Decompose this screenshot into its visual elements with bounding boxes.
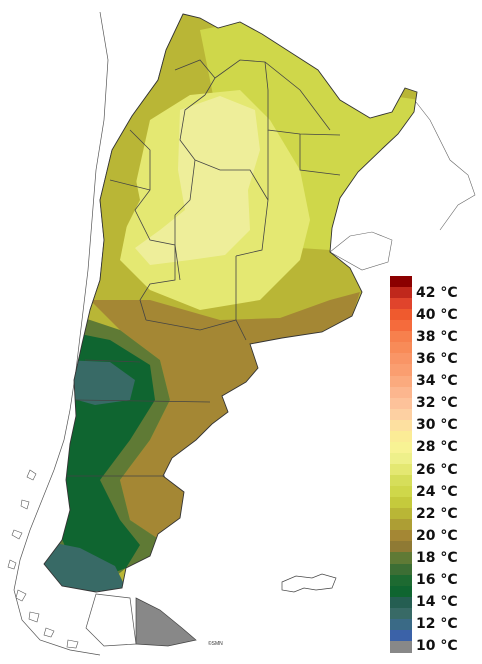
legend-swatch <box>390 519 412 531</box>
zone-patagonia-cold-pockets <box>60 360 135 405</box>
brazil-border <box>404 87 476 231</box>
chile-islands <box>7 469 79 649</box>
legend-label: 16 °C <box>416 572 458 589</box>
credit-label: ©SMN <box>208 640 223 647</box>
legend-label: 22 °C <box>416 505 458 522</box>
zone-warmest-core <box>135 96 260 265</box>
legend-label: 38 °C <box>416 328 458 345</box>
legend-label: 30 °C <box>416 417 458 434</box>
legend-swatch <box>390 596 412 609</box>
uruguay-outline <box>329 231 393 271</box>
legend-label: 18 °C <box>416 550 458 566</box>
legend-label: 26 °C <box>416 461 458 478</box>
legend-swatch <box>390 464 412 476</box>
legend-swatch <box>390 497 412 509</box>
legend-swatch <box>390 342 412 354</box>
legend-swatch <box>390 430 412 443</box>
zone-north-west <box>100 150 140 240</box>
legend-swatch <box>390 419 412 432</box>
legend-swatch <box>390 541 412 554</box>
legend-swatch <box>390 563 412 576</box>
tierra-del-fuego-argentina <box>135 597 197 647</box>
legend-swatch <box>390 441 412 454</box>
legend-swatch <box>390 585 412 598</box>
legend-label: 42 °C <box>416 284 458 301</box>
legend-swatch <box>390 320 412 332</box>
legend-swatch <box>390 574 412 587</box>
tierra-del-fuego-chile <box>85 593 137 647</box>
legend-swatch <box>390 607 412 620</box>
legend-swatch <box>390 386 412 399</box>
legend-label: 12 °C <box>416 616 458 633</box>
legend-swatch <box>390 475 412 487</box>
legend-swatch <box>390 397 412 410</box>
province-borders <box>66 59 341 477</box>
legend-label: 20 °C <box>416 527 458 544</box>
legend-label: 14 °C <box>416 594 458 611</box>
zone-patagonia-cold-pockets <box>44 540 126 592</box>
legend-label: 28 °C <box>416 439 458 456</box>
legend-swatch <box>390 530 412 542</box>
legend-swatch <box>390 353 412 366</box>
temperature-legend: 42 °C 40 °C 38 °C 36 °C 34 °C 32 °C 30 °C 28 °C… <box>390 276 482 655</box>
zone-north-east <box>200 20 417 250</box>
legend-swatch <box>390 408 412 421</box>
legend-swatch <box>390 276 412 288</box>
legend-label: 32 °C <box>416 395 458 412</box>
legend-swatch <box>390 452 412 465</box>
legend-label: 34 °C <box>416 373 458 390</box>
zone-pampas-south <box>90 292 360 540</box>
legend-label: 36 °C <box>416 350 458 367</box>
malvinas-islands <box>281 573 337 593</box>
legend-swatch <box>390 486 412 498</box>
chile-coastline <box>13 11 109 656</box>
legend-swatch <box>390 309 412 321</box>
legend-swatch <box>390 640 412 653</box>
legend-label: 24 °C <box>416 483 458 500</box>
legend-swatch <box>390 364 412 377</box>
legend-swatch <box>390 508 412 520</box>
legend-swatch <box>390 552 412 565</box>
legend-label: 40 °C <box>416 306 458 323</box>
legend-swatch <box>390 618 412 631</box>
legend-swatch <box>390 331 412 343</box>
legend-swatch <box>390 629 412 642</box>
legend-swatch <box>390 298 412 310</box>
legend-swatch <box>390 287 412 299</box>
legend-swatch <box>390 375 412 388</box>
legend-label: 10 °C <box>416 638 458 655</box>
